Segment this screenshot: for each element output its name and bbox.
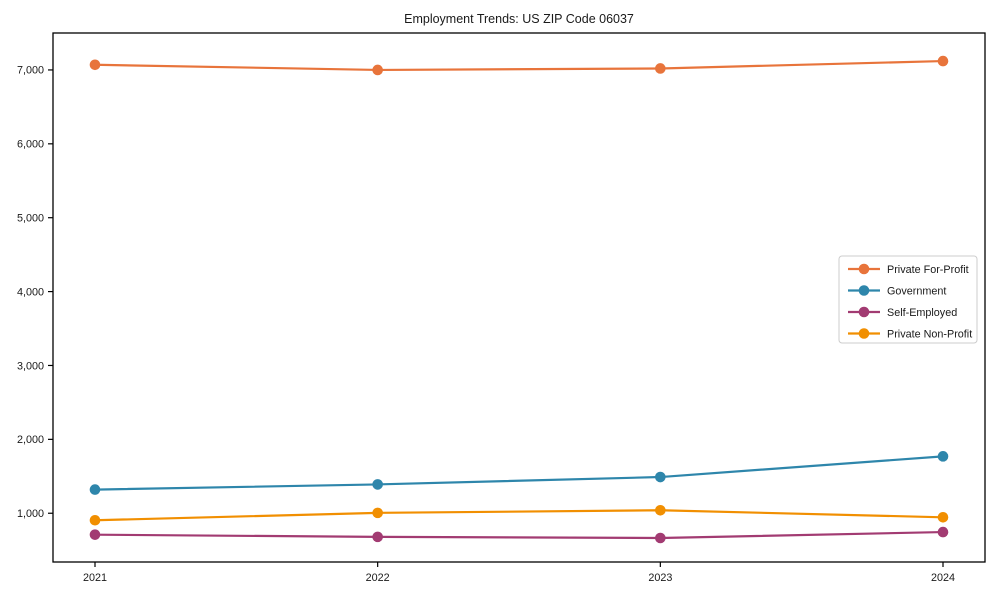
y-tick-label: 6,000 bbox=[17, 139, 44, 151]
data-point-marker bbox=[89, 529, 101, 540]
data-point-marker bbox=[372, 531, 383, 543]
data-point-marker bbox=[372, 507, 383, 519]
legend-label: Self-Employed bbox=[887, 307, 957, 319]
series-line bbox=[94, 455, 944, 491]
series-line bbox=[94, 59, 944, 72]
y-tick-label: 5,000 bbox=[17, 213, 44, 225]
legend-label: Private Non-Profit bbox=[887, 328, 972, 340]
axes-layer: 1,000 2,000 3,000 4,000 5,000 6,000 7,000 2021 2… bbox=[17, 32, 986, 584]
legend-marker bbox=[858, 328, 870, 339]
y-tick-label: 4,000 bbox=[17, 286, 44, 298]
legend-box bbox=[838, 255, 978, 344]
data-point-marker bbox=[937, 512, 949, 523]
data-point-marker bbox=[89, 514, 101, 526]
data-point-marker bbox=[89, 484, 101, 495]
legend-label: Government bbox=[887, 285, 946, 297]
legend-marker bbox=[858, 263, 870, 275]
series-line bbox=[94, 530, 944, 540]
chart-title: Employment Trends: US ZIP Code 06037 bbox=[404, 12, 634, 26]
series-line bbox=[94, 509, 944, 522]
y-tick-label: 2,000 bbox=[17, 434, 44, 446]
data-point-marker bbox=[372, 64, 383, 76]
x-tick-label: 2024 bbox=[931, 572, 955, 584]
plot-box bbox=[52, 32, 986, 563]
data-point-marker bbox=[89, 59, 101, 71]
data-point-marker bbox=[937, 55, 949, 67]
data-point-marker bbox=[937, 526, 949, 538]
series-layer bbox=[89, 55, 949, 544]
data-point-marker bbox=[937, 451, 949, 462]
y-tick-label: 3,000 bbox=[17, 360, 44, 372]
data-point-marker bbox=[655, 504, 666, 516]
legend-label: Private For-Profit bbox=[887, 264, 969, 276]
data-point-marker bbox=[655, 63, 666, 74]
legend-marker bbox=[858, 306, 870, 318]
data-point-marker bbox=[655, 532, 666, 544]
legend-marker bbox=[858, 285, 870, 296]
y-tick-label: 1,000 bbox=[17, 508, 44, 520]
x-tick-label: 2023 bbox=[648, 572, 672, 584]
x-tick-label: 2022 bbox=[366, 572, 390, 584]
data-point-marker bbox=[655, 471, 666, 483]
x-tick-label: 2021 bbox=[83, 572, 107, 584]
data-point-marker bbox=[372, 479, 383, 490]
y-tick-label: 7,000 bbox=[17, 65, 44, 77]
legend: Private For-Profit Government Self-Employe… bbox=[838, 255, 978, 344]
